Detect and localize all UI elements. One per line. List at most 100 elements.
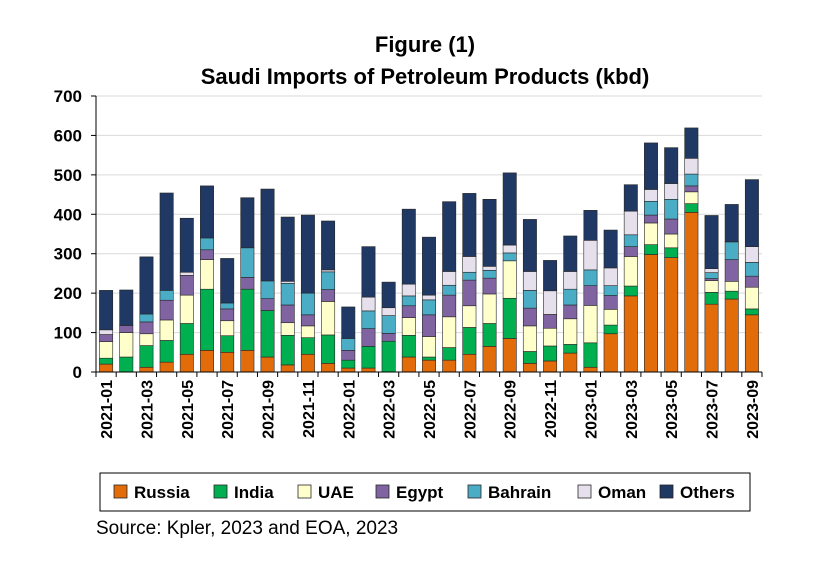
bar-segment-india <box>563 344 578 354</box>
bar-segment-others <box>200 185 214 239</box>
bar-segment-egypt <box>583 285 598 306</box>
y-tick-label: 200 <box>54 284 82 303</box>
bar-segment-bahrain <box>664 199 679 220</box>
legend-swatch-oman <box>577 484 592 499</box>
bar-segment-russia <box>482 346 497 373</box>
x-tick-label: 2022-09 <box>503 380 520 439</box>
bar-segment-others <box>139 256 154 315</box>
bar-segment-oman <box>603 267 618 286</box>
bar-segment-oman <box>361 296 376 312</box>
x-tick-label: 2021-11 <box>301 380 318 438</box>
bar-segment-bahrain <box>300 292 315 316</box>
bar-segment-india <box>684 203 699 213</box>
bar-segment-oman <box>664 183 679 200</box>
bar-segment-bahrain <box>462 271 477 281</box>
bar-segment-uae <box>502 260 517 299</box>
bar-segment-oman <box>502 244 517 254</box>
bar-segment-bahrain <box>159 290 174 301</box>
y-tick-label: 100 <box>54 324 82 343</box>
bar-segment-russia <box>684 212 699 373</box>
bar-segment-bahrain <box>603 285 618 296</box>
x-tick-label: 2022-07 <box>462 380 479 439</box>
y-tick-label: 300 <box>54 245 82 264</box>
x-tick-label: 2022-03 <box>382 380 399 439</box>
bar-segment-uae <box>684 191 699 204</box>
bar-segment-bahrain <box>623 234 638 247</box>
bar-segment-india <box>99 357 114 365</box>
bar-segment-india <box>401 335 416 358</box>
bar-segment-russia <box>422 359 436 373</box>
legend-label-russia: Russia <box>134 483 190 502</box>
bar-segment-india <box>260 310 275 358</box>
bar-segment-india <box>159 340 174 363</box>
bar-segment-india <box>704 292 719 305</box>
bar-segment-bahrain <box>744 262 759 277</box>
bar-segment-others <box>704 215 719 269</box>
bar-segment-bahrain <box>260 280 275 299</box>
bar-segment-russia <box>603 333 618 373</box>
bar-segment-others <box>321 220 336 271</box>
bar-segment-others <box>563 235 578 272</box>
bar-segment-others <box>361 246 376 298</box>
bar-segment-egypt <box>442 294 457 318</box>
legend-label-oman: Oman <box>598 483 646 502</box>
legend-label-uae: UAE <box>318 483 354 502</box>
bar-segment-others <box>99 290 114 331</box>
bar-segment-egypt <box>401 305 416 318</box>
bar-segment-russia <box>300 353 315 373</box>
bar-segment-india <box>603 324 618 335</box>
bar-segment-russia <box>442 359 457 373</box>
legend-label-egypt: Egypt <box>396 483 444 502</box>
bar-segment-india <box>623 285 638 297</box>
y-tick-label: 500 <box>54 166 82 185</box>
bar-segment-egypt <box>260 298 275 311</box>
bar-segment-india <box>502 297 517 339</box>
bar-segment-russia <box>260 356 275 373</box>
bar-segment-oman <box>583 240 598 271</box>
bar-segment-uae <box>724 281 739 292</box>
bar-segment-bahrain <box>240 247 255 278</box>
bar-segment-bahrain <box>321 271 336 290</box>
bar-segment-egypt <box>462 279 477 307</box>
bar-segment-uae <box>482 293 497 324</box>
bar-segment-oman <box>543 290 558 315</box>
legend-swatch-india <box>213 484 228 499</box>
bar-segment-bahrain <box>644 200 658 216</box>
chart-subtitle: Saudi Imports of Petroleum Products (kbd… <box>201 64 650 89</box>
bar-segment-russia <box>644 254 658 373</box>
bar-segment-egypt <box>522 307 537 327</box>
bar-segment-egypt <box>220 308 235 322</box>
bar-segment-egypt <box>744 275 759 288</box>
bar-segment-india <box>200 288 214 351</box>
bar-segment-others <box>482 199 497 267</box>
bar-segment-india <box>583 342 598 368</box>
bar-segment-others <box>280 216 295 282</box>
bar-segment-uae <box>179 294 194 324</box>
bar-segment-bahrain <box>361 310 376 329</box>
bar-segment-oman <box>99 329 114 335</box>
bar-segment-india <box>220 335 235 353</box>
bar-segment-india <box>240 288 255 351</box>
bar-segment-india <box>119 356 134 373</box>
y-tick-label: 700 <box>54 87 82 106</box>
bar-segment-oman <box>482 266 497 271</box>
bar-segment-india <box>179 323 194 355</box>
bar-segment-russia <box>664 257 679 373</box>
bar-segment-oman <box>644 189 658 202</box>
bar-segment-india <box>543 345 558 362</box>
bar-segment-others <box>260 188 275 282</box>
bar-segment-bahrain <box>442 284 457 296</box>
bar-segment-uae <box>422 336 436 358</box>
chart-title: Figure (1) <box>375 32 475 57</box>
bar-segment-others <box>603 229 618 269</box>
bar-segment-others <box>119 289 134 326</box>
bar-segment-bahrain <box>341 338 356 351</box>
bar-segment-india <box>664 247 679 258</box>
bar-segment-uae <box>220 320 235 337</box>
x-axis-ticks: 2021-01 2021-03 2021-05 2021-07 2021-09 2021-… <box>99 380 762 439</box>
bar-segment-russia <box>200 350 214 373</box>
bar-segment-bahrain <box>482 269 497 279</box>
bar-segment-egypt <box>139 321 154 335</box>
bar-segment-others <box>684 127 699 159</box>
source-note: Source: Kpler, 2023 and EOA, 2023 <box>96 518 399 539</box>
